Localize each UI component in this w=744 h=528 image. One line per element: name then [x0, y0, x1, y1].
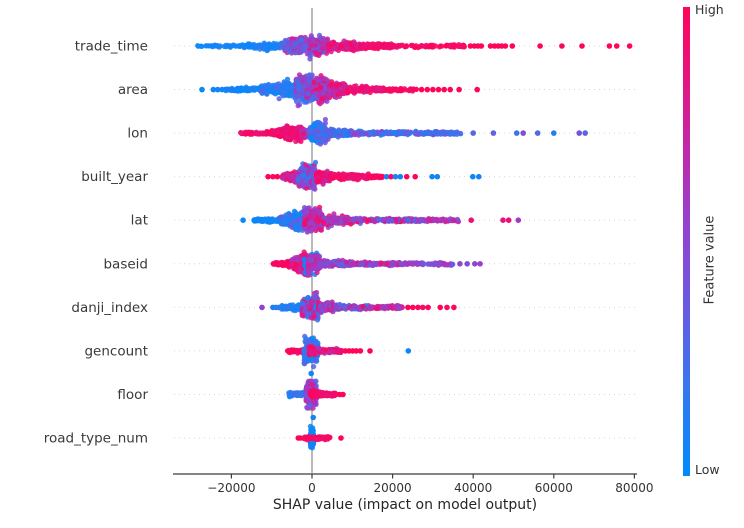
x-axis: −20000 0 20000 40000 60000 80000 [173, 473, 653, 495]
x-tick-label: 0 [308, 481, 316, 495]
x-axis-title: SHAP value (impact on model output) [273, 497, 537, 513]
swarm-built_year [265, 159, 482, 192]
x-tick-label: 20000 [374, 481, 412, 495]
swarm-danji_index [259, 289, 457, 323]
swarm-trade_time [195, 32, 633, 62]
feature-label-baseid: baseid [103, 256, 148, 272]
swarm-gencount [285, 333, 412, 370]
feature-label-area: area [118, 82, 148, 98]
swarm-road_type_num [295, 423, 344, 451]
x-tick-label: 60000 [535, 481, 573, 495]
x-tick-label: −20000 [207, 481, 255, 495]
feature-label-road_type_num: road_type_num [44, 431, 148, 447]
x-tick-label: 40000 [454, 481, 492, 495]
swarm-lon [238, 116, 588, 147]
colorbar-low-label: Low [695, 462, 720, 477]
feature-value-colorbar [683, 7, 690, 476]
feature-label-gencount: gencount [84, 343, 148, 359]
feature-label-lat: lat [131, 213, 148, 229]
colorbar-title: Feature value [702, 215, 718, 305]
swarm-floor [286, 370, 346, 421]
row-gridlines [174, 45, 636, 439]
feature-label-danji_index: danji_index [71, 300, 148, 316]
feature-label-built_year: built_year [81, 169, 148, 185]
feature-label-lon: lon [127, 126, 148, 142]
shap-points [195, 32, 633, 451]
swarm-area [199, 72, 481, 109]
feature-label-trade_time: trade_time [75, 39, 148, 55]
x-tick-label: 80000 [615, 481, 653, 495]
swarm-lat [240, 204, 522, 235]
colorbar-high-label: High [695, 2, 724, 17]
swarm-baseid [270, 249, 483, 278]
feature-label-floor: floor [117, 387, 148, 403]
